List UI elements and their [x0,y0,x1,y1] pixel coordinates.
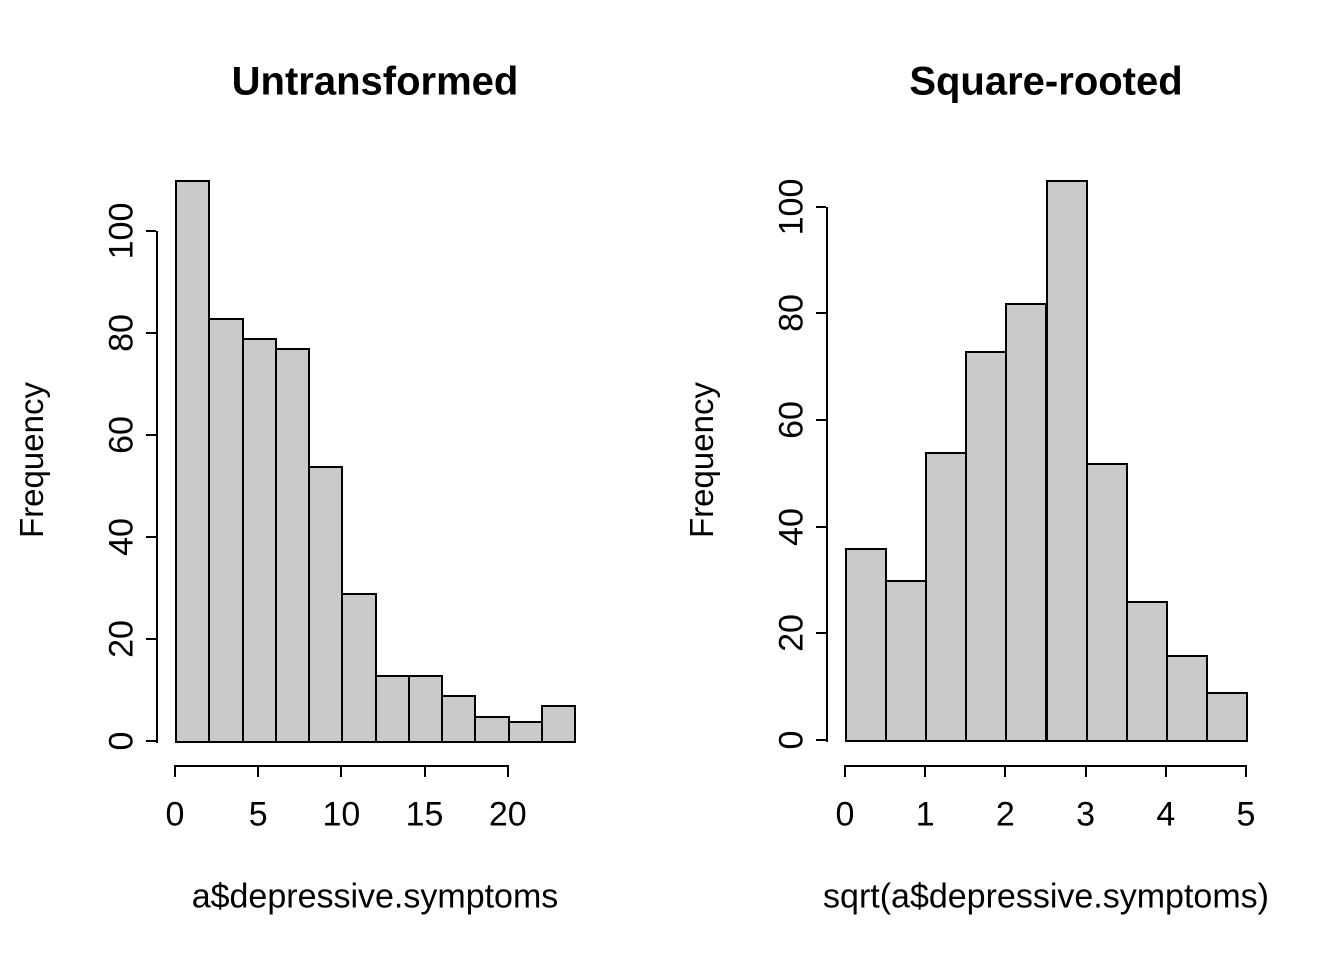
y-tick [816,739,826,741]
y-tick [146,332,156,334]
y-tick-label: 60 [772,401,811,439]
x-tick-label: 10 [322,795,361,834]
x-tick [1004,767,1007,777]
y-tick-label: 40 [772,507,811,546]
histogram-bar [925,452,968,742]
x-tick-label: 15 [405,795,444,834]
histogram-bar [1045,180,1088,742]
y-tick [146,230,156,232]
x-tick-label: 5 [248,795,268,834]
x-tick-label: 1 [915,795,935,834]
y-tick [146,740,156,742]
y-tick [146,536,156,538]
x-axis-line [174,765,509,767]
x-tick-label: 5 [1236,795,1256,834]
histogram-bar [885,580,928,742]
x-tick [257,767,260,777]
histogram-bar [965,350,1008,742]
y-tick [816,632,826,635]
histogram-bar [845,548,888,742]
y-tick [146,434,156,436]
x-tick [1084,767,1087,777]
x-tick-label: 4 [1156,795,1176,834]
panel-title-square-rooted: Square-rooted [909,59,1183,104]
x-tick [506,767,509,777]
x-axis-label-right: sqrt(a$depressive.symptoms) [823,877,1269,916]
panel-title-untransformed: Untransformed [231,59,519,104]
x-axis-line [844,765,1247,767]
y-tick-label: 80 [772,294,811,333]
y-tick [146,638,156,640]
x-tick [340,767,343,777]
x-tick [924,767,927,777]
histogram-bar [1165,654,1208,742]
x-tick-label: 2 [995,795,1015,834]
y-tick [816,205,826,208]
x-tick [423,767,426,777]
x-tick [844,767,846,777]
x-tick-label: 20 [488,795,527,834]
histogram-bar [541,705,577,743]
histogram-bar [341,593,377,743]
x-tick-label: 0 [165,795,185,834]
x-tick [1164,767,1167,777]
histogram-bar [474,715,510,743]
y-tick-label: 100 [772,178,811,236]
y-axis-line [826,206,828,742]
y-tick [816,312,826,315]
x-tick-label: 3 [1076,795,1096,834]
histogram-bar [208,317,244,743]
x-tick [174,767,176,777]
x-tick-label: 0 [835,795,855,834]
histogram-bar [1205,692,1248,742]
y-tick-label: 0 [772,730,811,750]
y-axis-line [156,231,158,743]
y-tick [816,419,826,421]
y-tick-label: 20 [772,614,811,653]
histogram-bar [1005,302,1048,742]
x-axis-label-left: a$depressive.symptoms [191,877,559,916]
x-tick [1245,767,1247,777]
y-tick [816,525,826,528]
histogram-bar [1085,462,1128,742]
histogram-bar [1125,601,1168,742]
histogram-bar [241,338,277,743]
